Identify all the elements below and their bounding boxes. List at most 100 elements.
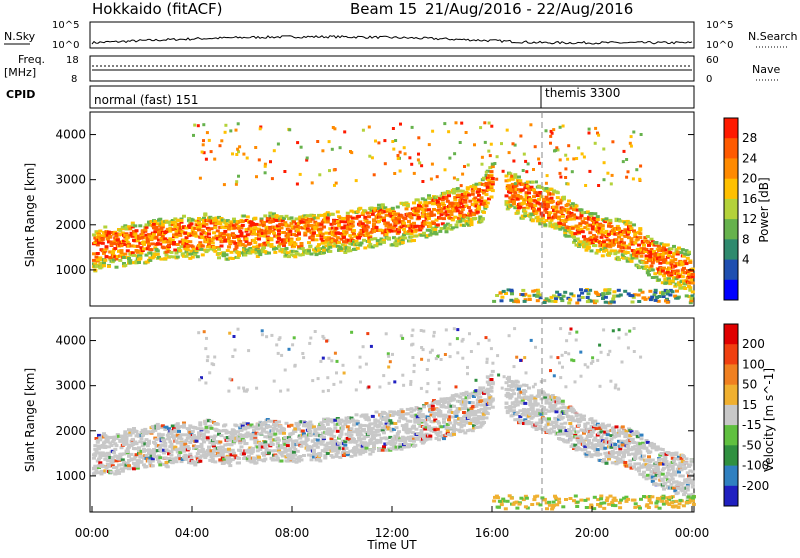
data-cell: [382, 445, 386, 448]
data-cell: [375, 441, 379, 444]
data-cell: [201, 245, 205, 248]
data-cell: [537, 158, 540, 161]
colorbar-segment: [724, 138, 738, 159]
data-cell: [332, 126, 335, 129]
data-cell: [353, 452, 357, 455]
data-cell: [633, 242, 637, 245]
data-cell: [262, 452, 266, 455]
data-cell: [551, 200, 555, 203]
data-cell: [690, 297, 694, 300]
data-cell: [283, 436, 287, 439]
data-cell: [210, 150, 213, 153]
data-cell: [452, 405, 456, 408]
data-cell: [658, 262, 662, 265]
data-cell: [288, 439, 292, 442]
data-cell: [307, 241, 311, 244]
data-cell: [519, 135, 522, 138]
data-cell: [341, 217, 345, 220]
data-cell: [549, 142, 552, 145]
data-cell: [534, 145, 537, 148]
data-cell: [176, 256, 180, 259]
data-cell: [257, 456, 261, 459]
data-cell: [606, 172, 609, 175]
data-cell: [270, 420, 274, 423]
data-cell: [248, 242, 252, 245]
data-cell: [415, 229, 419, 232]
data-cell: [666, 271, 670, 274]
colorbar-tick: 8: [742, 232, 750, 246]
data-cell: [440, 213, 444, 216]
data-cell: [435, 195, 439, 198]
data-cell: [607, 292, 611, 295]
data-cell: [225, 223, 229, 226]
data-cell: [253, 241, 257, 244]
data-cell: [366, 212, 370, 215]
data-cell: [415, 225, 419, 228]
data-cell: [255, 461, 259, 464]
data-cell: [580, 214, 584, 217]
data-cell: [183, 232, 187, 235]
data-cell: [390, 422, 394, 425]
data-cell: [397, 154, 400, 157]
data-cell: [158, 456, 162, 459]
data-cell: [646, 241, 650, 244]
data-cell: [489, 154, 492, 157]
data-cell: [635, 168, 638, 171]
data-cell: [446, 227, 450, 230]
data-cell: [545, 187, 549, 190]
data-cell: [600, 230, 604, 233]
data-cell: [645, 265, 649, 268]
data-cell: [203, 212, 207, 215]
data-cell: [386, 415, 390, 418]
data-cell: [667, 254, 671, 257]
data-cell: [373, 173, 376, 176]
data-cell: [420, 429, 424, 432]
data-cell: [374, 140, 377, 143]
data-cell: [630, 260, 634, 263]
data-cell: [206, 249, 210, 252]
data-cell: [603, 289, 607, 292]
data-cell: [687, 251, 691, 254]
data-cell: [235, 180, 238, 183]
data-cell: [437, 435, 441, 438]
data-cell: [588, 231, 592, 234]
data-cell: [338, 422, 342, 425]
data-cell: [233, 242, 237, 245]
data-cell: [107, 265, 111, 268]
data-cell: [476, 211, 480, 214]
data-cell: [165, 461, 169, 464]
data-cell: [226, 233, 230, 236]
data-cell: [318, 452, 322, 455]
data-cell: [608, 219, 612, 222]
data-cell: [235, 153, 238, 156]
data-cell: [418, 201, 422, 204]
data-cell: [413, 172, 416, 175]
data-cell: [588, 170, 591, 173]
data-cell: [343, 130, 346, 133]
data-cell: [483, 121, 486, 124]
data-cell: [246, 215, 250, 218]
data-cell: [306, 157, 309, 160]
data-cell: [645, 255, 649, 258]
data-cell: [264, 171, 267, 174]
data-cell: [328, 140, 331, 143]
data-cell: [101, 242, 105, 245]
data-cell: [277, 233, 281, 236]
ytick-label: 2000: [55, 218, 86, 232]
power-colorbar-label: Power [dB]: [757, 177, 771, 242]
data-cell: [581, 296, 585, 299]
data-cell: [273, 149, 276, 152]
data-cell: [268, 425, 272, 428]
colorbar-segment: [724, 179, 738, 200]
data-cell: [161, 224, 165, 227]
data-cell: [142, 450, 146, 453]
data-cell: [290, 216, 294, 219]
data-cell: [167, 437, 171, 440]
data-cell: [360, 242, 364, 245]
data-cell: [402, 228, 406, 231]
data-cell: [451, 416, 455, 419]
data-cell: [527, 191, 531, 194]
data-cell: [456, 178, 459, 181]
colorbar-segment: [724, 219, 738, 240]
data-cell: [270, 238, 274, 241]
